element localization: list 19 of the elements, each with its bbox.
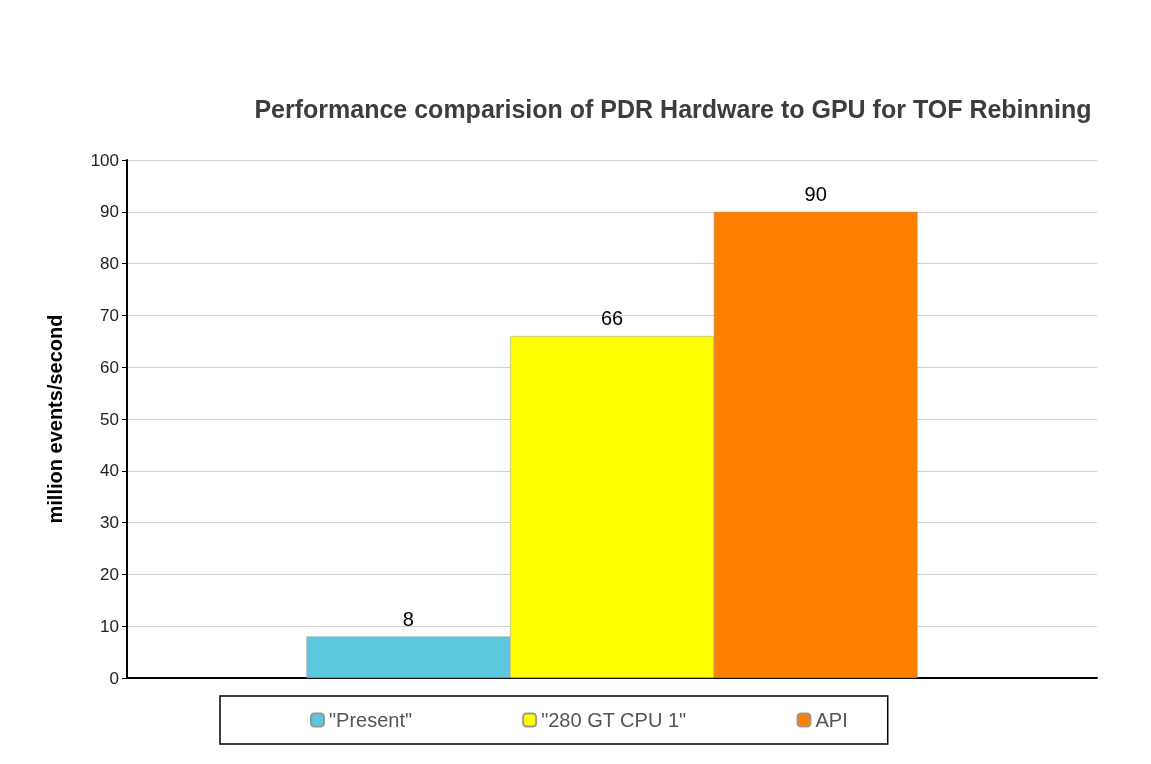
y-tick-label: 100 (90, 150, 119, 170)
legend-label: API (815, 709, 848, 731)
y-tick-label: 0 (109, 668, 119, 688)
legend-label: "280 GT CPU 1" (541, 709, 687, 731)
y-tick-label: 20 (100, 564, 119, 584)
legend-label: "Present" (329, 709, 413, 731)
y-tick-label: 50 (100, 409, 119, 429)
chart-title: Performance comparision of PDR Hardware to GPU for TOF Rebinning (254, 95, 1092, 123)
y-tick-label: 10 (100, 616, 119, 636)
y-tick-label: 70 (100, 305, 119, 325)
y-tick-label: 60 (100, 357, 119, 377)
y-axis-title: million events/second (44, 314, 66, 524)
data-label: 8 (402, 607, 414, 630)
y-tick-label: 30 (100, 513, 119, 533)
y-tick-label: 90 (100, 202, 119, 222)
data-label: 66 (600, 307, 624, 330)
y-tick-label: 80 (100, 254, 119, 274)
y-tick-label: 40 (100, 461, 119, 481)
data-label: 90 (804, 182, 827, 205)
